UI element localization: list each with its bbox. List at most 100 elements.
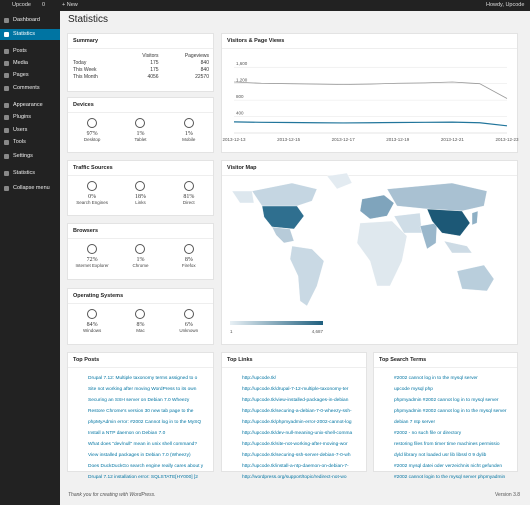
list-item[interactable]: http://upcode.tk/view-installed-packages… [242, 395, 362, 406]
menu-item[interactable]: Statistics [0, 29, 60, 40]
stat-row: 97% Desktop 1% Tablet 1% Mobile [68, 113, 213, 142]
list-item[interactable]: restoring files from timer time machines… [394, 439, 514, 450]
menu-item[interactable]: Media [0, 58, 60, 69]
stat-row: 0% Search Engines 18% Links 81% Direct [68, 176, 213, 205]
icon-shape [135, 181, 146, 191]
new-link[interactable]: + New [62, 2, 78, 8]
stat-value: 81% [183, 194, 195, 200]
stat-item: 72% Internet Explorer [70, 243, 114, 268]
box-title: Visitor Map [222, 161, 517, 176]
stat-value: 1% [136, 257, 145, 263]
stat-row: 72% Internet Explorer 1% Chrome 8% Firefox [68, 239, 213, 268]
list-item[interactable]: View installed packages in Debian 7.0 (W… [88, 450, 208, 461]
stat-label: Mac [136, 328, 145, 333]
y-tick-label: 400 [236, 111, 244, 116]
list-item[interactable]: http://upcode.tk/ [242, 373, 362, 384]
list-item[interactable]: Site not working after moving WordPress … [88, 384, 208, 395]
list-item[interactable]: #2002 cannot login to the mysql server p… [394, 472, 514, 483]
africa [356, 220, 408, 287]
icon [135, 118, 146, 128]
list-item[interactable]: debian 7 ntp server [394, 417, 514, 428]
list-item[interactable]: http://upcode.tk/install-a-ntp-daemon-on… [242, 461, 362, 472]
list-item[interactable]: http://upcode.tk/dev-null-meaning-unix-s… [242, 428, 362, 439]
menu-item[interactable]: Comments [0, 83, 60, 94]
stat-item: 97% Desktop [70, 117, 114, 142]
comments-link[interactable]: 0 [42, 2, 46, 8]
greenland [326, 172, 353, 190]
x-tick-label: 2013-12-17 [332, 137, 356, 142]
stat-item: 8% Firefox [167, 243, 211, 268]
stat-row: 84% Windows 8% Mac 6% Unknown [68, 304, 213, 333]
menu-item[interactable]: Settings [0, 151, 60, 162]
icon [183, 309, 194, 319]
x-tick-label: 2013-12-13 [222, 137, 246, 142]
greeting[interactable]: Howdy, Upcode [486, 2, 525, 8]
list-item[interactable]: http://upcode.tk/securing-a-debian-7-0-w… [242, 406, 362, 417]
list-item[interactable]: upcode mysql php [394, 384, 514, 395]
stat-label: Chrome [132, 263, 149, 268]
list-item[interactable]: Drupal 7.12 installation error: SQLSTATE… [88, 472, 208, 483]
menu-item[interactable]: Pages [0, 70, 60, 81]
map-box: Visitor Map 1 4,687 [221, 160, 518, 345]
list-item[interactable]: Drupal 7.12: Multiple taxonomy terms ass… [88, 373, 208, 384]
stat-label: Mobile [182, 137, 196, 142]
menu-item[interactable]: Posts [0, 46, 60, 57]
summary-row: This Month 4056 22570 [73, 73, 209, 80]
list-item[interactable]: phpmyadmin #2002 cannot log in to the my… [394, 406, 514, 417]
menu-item[interactable]: Tools [0, 137, 60, 148]
header-row: Visitors Pageviews [73, 52, 209, 59]
x-tick-label: 2013-12-19 [386, 137, 410, 142]
footer-version: Version 3.8 [495, 492, 521, 498]
japan [471, 210, 479, 226]
list-item[interactable]: http://upcode.tk/phpmyadmin-error-2002-c… [242, 417, 362, 428]
list-item[interactable]: Does DuckDuckGo search engine really car… [88, 461, 208, 472]
list-item[interactable]: phpmyadmin #2002 cannot log in to mysql … [394, 395, 514, 406]
list-item[interactable]: #2002 - no such file or directory [394, 428, 514, 439]
list-item[interactable]: What does "dev/null" mean in unix shell … [88, 439, 208, 450]
list-item[interactable]: http://upcode.tk/site-not-working-after-… [242, 439, 362, 450]
list-item[interactable]: http://upcode.tk/securing-ssh-server-deb… [242, 450, 362, 461]
box-title: Traffic Sources [68, 161, 213, 176]
menu-item[interactable]: Plugins [0, 112, 60, 123]
series-line [233, 81, 508, 99]
cell: 175 [150, 66, 159, 73]
list-item[interactable]: http://wordpress.org/support/topic/redir… [242, 472, 362, 483]
stat-value: 18% [134, 194, 146, 200]
header-cell [73, 52, 125, 59]
summary-table: Visitors Pageviews Today 175 840 This Week 175… [73, 52, 209, 80]
australia [456, 264, 495, 292]
list-item[interactable]: Install a NTP daemon on Debian 7.0 [88, 428, 208, 439]
page-title: Statistics [68, 14, 109, 25]
list-item[interactable]: #2002 cannot log in to the mysql server [394, 373, 514, 384]
list-item[interactable]: Securing an SSH server on Debian 7.0 Whe… [88, 395, 208, 406]
list-item[interactable]: #2002 mysql datei oder verzeichnis nicht… [394, 461, 514, 472]
stat-label: Unknown [179, 328, 199, 333]
list-item[interactable]: phpMyAdmin error: #2002 Cannot log in to… [88, 417, 208, 428]
top-search-box: Top Search Terms #2002 cannot log in to t… [373, 352, 518, 480]
stat-label: Links [135, 200, 146, 205]
scale-min: 1 [230, 329, 233, 334]
menu-item[interactable]: Collapse menu [0, 183, 60, 194]
stat-item: 18% Links [118, 180, 162, 205]
menu-item[interactable]: Users [0, 125, 60, 136]
list-item[interactable]: Restore Chrome's version 30 new tab page… [88, 406, 208, 417]
alaska [231, 190, 255, 204]
site-link[interactable]: Upcode [12, 2, 31, 8]
stat-label: Desktop [83, 137, 101, 142]
menu-item[interactable]: Dashboard [0, 15, 60, 26]
china [426, 208, 471, 237]
icon-shape [183, 309, 194, 319]
list: #2002 cannot log in to the mysql serveru… [374, 373, 517, 483]
cell: 840 [200, 59, 209, 66]
scale-max: 4,687 [312, 329, 324, 334]
menu-item[interactable]: Statistics [0, 168, 60, 179]
menu-item[interactable]: Appearance [0, 100, 60, 111]
footer-thanks: Thank you for creating with WordPress. [68, 492, 156, 498]
stat-value: 72% [86, 257, 98, 263]
summary-box: Summary Visitors Pageviews Today 175 840 This… [67, 33, 214, 92]
top-posts-box: Top Posts Drupal 7.12: Multiple taxonomy … [67, 352, 214, 480]
list-item[interactable]: dyld library not loaded usr lib libssl 0… [394, 450, 514, 461]
list-item[interactable]: http://upcode.tk/drupal-7-12-multiple-ta… [242, 384, 362, 395]
stat-item: 1% Mobile [167, 117, 211, 142]
